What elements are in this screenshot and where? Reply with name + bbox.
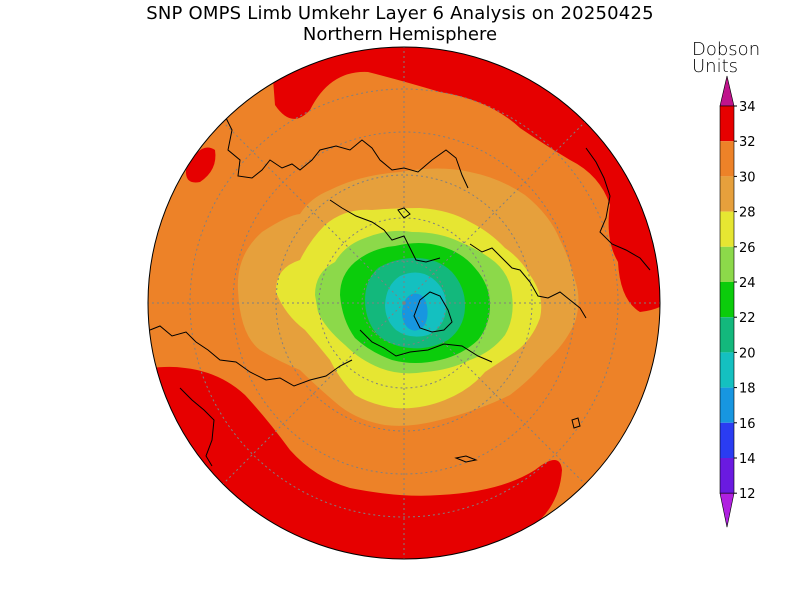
latitude-circle <box>189 88 619 518</box>
colorbar-swatch <box>720 211 734 247</box>
colorbar: 34 32 30 28 26 24 22 20 18 16 14 12 <box>719 75 756 528</box>
coastline-europe <box>469 243 587 319</box>
coastline-siberia <box>329 199 441 263</box>
colorbar-swatch <box>720 317 734 353</box>
colorbar-bottom-arrow <box>719 492 735 528</box>
coastline-alaska <box>149 325 353 387</box>
colorbar-swatch <box>720 106 734 142</box>
colorbar-tick-label: 16 <box>739 417 756 432</box>
coastline-east-asia <box>585 147 651 271</box>
colorbar-swatch <box>720 352 734 388</box>
coastlines <box>149 117 651 467</box>
colorbar-tick-label: 24 <box>739 276 756 291</box>
coastline-islands <box>397 207 581 463</box>
colorbar-tick-label: 32 <box>739 135 756 150</box>
colorbar-tick-label: 34 <box>739 100 756 115</box>
colorbar-tick-label: 12 <box>739 487 756 502</box>
colorbar-top-arrow <box>719 75 735 107</box>
coastline-north-america <box>359 329 493 363</box>
units-line-1: Dobson <box>692 39 761 60</box>
ozone-field <box>148 47 660 559</box>
colorbar-swatch <box>720 141 734 177</box>
globe-outline <box>147 46 661 560</box>
map-title: SNP OMPS Limb Umkehr Layer 6 Analysis on… <box>146 3 654 24</box>
band-34-west-patch <box>185 147 216 183</box>
colorbar-swatch <box>720 458 734 494</box>
coastline-asia <box>225 117 469 189</box>
colorbar-tick-label: 14 <box>739 452 756 467</box>
colorbar-tick-label: 30 <box>739 170 756 185</box>
colorbar-tick-label: 26 <box>739 241 756 256</box>
colorbar-outline <box>719 105 735 494</box>
colorbar-swatch <box>720 282 734 318</box>
units-line-2: Units <box>692 56 739 77</box>
colorbar-swatch <box>720 246 734 282</box>
band-18 <box>402 293 428 331</box>
colorbar-swatch <box>720 387 734 423</box>
colorbar-swatch <box>720 422 734 458</box>
colorbar-tick-label: 22 <box>739 311 756 326</box>
latitude-circle <box>275 174 533 432</box>
coastline-pacific-northwest <box>179 387 215 467</box>
colorbar-swatch <box>720 176 734 212</box>
colorbar-units-label: Dobson Units <box>692 39 761 77</box>
colorbar-tick-label: 18 <box>739 382 756 397</box>
colorbar-tick-label: 28 <box>739 206 756 221</box>
colorbar-tick-label: 20 <box>739 346 756 361</box>
map-subtitle: Northern Hemisphere <box>302 24 498 45</box>
coastline-greenland <box>413 291 453 333</box>
